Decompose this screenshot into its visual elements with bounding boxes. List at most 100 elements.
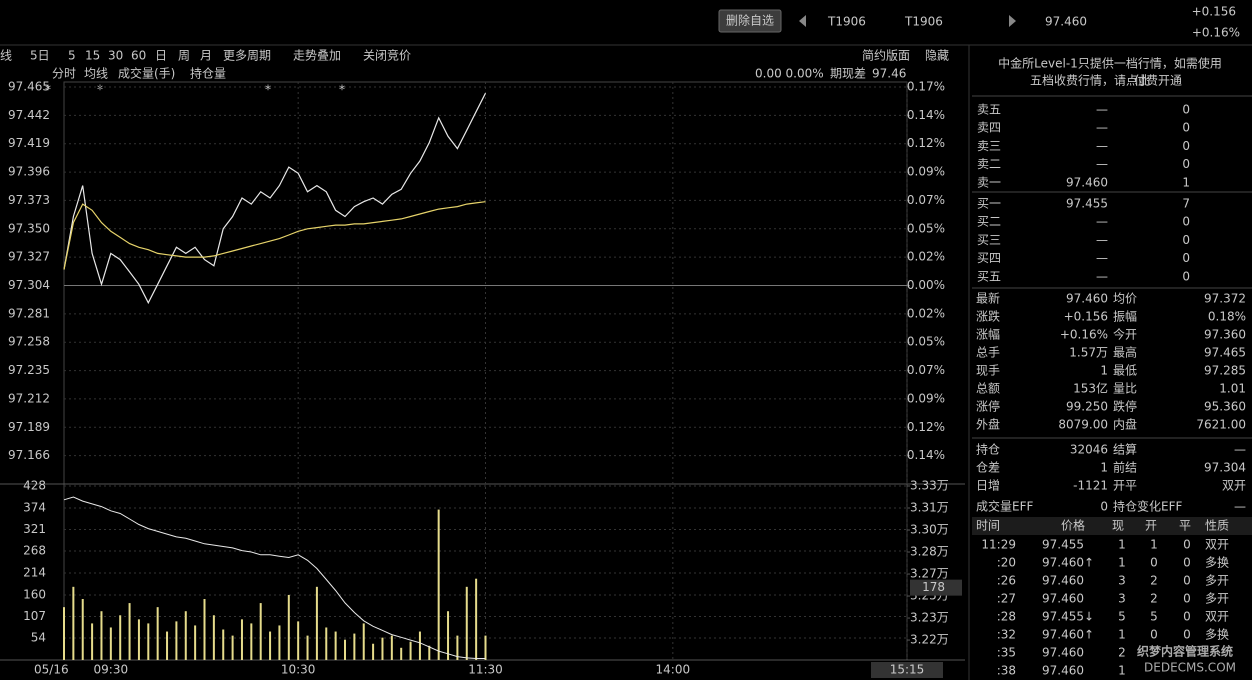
event-marker[interactable]: *: [45, 83, 51, 97]
toolbar-item[interactable]: 60: [131, 49, 146, 63]
volume-bar: [63, 607, 65, 660]
volume-bar: [203, 599, 206, 660]
notice-link[interactable]: 付费开通: [1134, 74, 1182, 88]
stat-value: 97.372: [1204, 292, 1246, 306]
trade-cell: 2: [1118, 646, 1126, 660]
stat-label: 现手: [976, 364, 1000, 378]
y2-tick-label: 0.12%: [907, 420, 945, 434]
trades-header: 性质: [1205, 519, 1229, 533]
volume-bar: [447, 611, 450, 660]
book-label: 买三: [977, 233, 1001, 247]
y-tick-label: 374: [23, 500, 46, 514]
volume-bar: [175, 621, 178, 660]
toolbar-item[interactable]: 30: [108, 49, 123, 63]
toolbar-item[interactable]: 周: [178, 49, 190, 63]
trade-cell: 1: [1118, 628, 1126, 642]
toolbar-item[interactable]: 5: [68, 49, 76, 63]
trade-cell: 2: [1150, 592, 1158, 606]
delete-watchlist-button[interactable]: [718, 9, 782, 33]
event-marker[interactable]: *: [339, 83, 345, 97]
volume-bar: [465, 586, 468, 660]
prev-arrow[interactable]: [799, 15, 806, 27]
trade-cell: 0: [1183, 592, 1191, 606]
y2-tick-label: 0.00%: [907, 278, 945, 292]
book-label: 卖三: [977, 139, 1001, 153]
book-volume: 0: [1182, 157, 1190, 171]
y2-tick-label: 3.23万: [910, 611, 949, 625]
book-volume: 0: [1182, 233, 1190, 247]
toolbar-item[interactable]: 15: [85, 49, 100, 63]
position-value: 1: [1100, 461, 1108, 475]
volume-bar: [212, 615, 215, 660]
trade-cell: 1: [1150, 538, 1158, 552]
toolbar-item[interactable]: 5日: [30, 49, 50, 63]
x-tick-label: 15:15: [890, 663, 925, 677]
toolbar-item[interactable]: 隐藏: [925, 49, 949, 63]
y-tick-label: 428: [23, 479, 46, 493]
chart-tab[interactable]: 分时: [52, 67, 76, 81]
basis-label: 期现差: [830, 67, 866, 81]
toolbar-item[interactable]: 日: [155, 49, 167, 63]
y2-tick-label: 0.05%: [907, 335, 945, 349]
volume-bar: [418, 631, 421, 660]
stat-value: 1.01: [1219, 382, 1246, 396]
chart-tab[interactable]: 均线: [84, 67, 108, 81]
basis-value: 97.46: [872, 67, 906, 81]
toolbar-item[interactable]: 月: [200, 49, 212, 63]
stat-value: +0.16%: [1060, 328, 1108, 342]
event-marker[interactable]: *: [265, 83, 271, 97]
volume-bar: [278, 625, 281, 660]
volume-bar: [344, 639, 346, 660]
stat-value: 8079.00: [1058, 418, 1108, 432]
trade-cell: 0: [1183, 538, 1191, 552]
trade-cell: :28: [997, 610, 1016, 624]
volume-bar: [100, 611, 103, 660]
chart-tab[interactable]: 持仓量: [190, 66, 226, 81]
change-pct: +0.16%: [1192, 26, 1240, 40]
position-value: 32046: [1070, 443, 1108, 457]
volume-bar: [362, 623, 365, 660]
chart-tab[interactable]: 成交量(手): [118, 66, 175, 81]
stat-label: 振幅: [1113, 309, 1137, 324]
next-arrow[interactable]: [1009, 15, 1016, 27]
cursor-box: [910, 579, 962, 596]
toolbar-item[interactable]: 线: [0, 49, 12, 63]
notice: 中金所Level-1只提供一档行情，如需使用: [998, 56, 1222, 71]
trades-header: 时间: [976, 519, 1000, 533]
stat-value: +0.156: [1064, 310, 1108, 324]
trade-cell: :32: [997, 628, 1016, 642]
toolbar-item[interactable]: 更多周期: [223, 49, 271, 63]
button-label[interactable]: 删除自选: [726, 13, 774, 28]
book-volume: 0: [1182, 139, 1190, 153]
stat-value: 7621.00: [1196, 418, 1246, 432]
cursor-label: 178: [922, 580, 945, 594]
trade-cell: :20: [997, 556, 1016, 570]
trades-header: 现: [1112, 519, 1124, 533]
y-tick-label: 268: [23, 544, 46, 558]
volume-bar: [437, 509, 440, 660]
y-tick-label: 97.419: [8, 136, 50, 150]
y2-tick-label: 0.17%: [907, 80, 945, 94]
basis-values: 0.00 0.00%: [755, 67, 824, 81]
trade-cell: 3: [1118, 592, 1126, 606]
toolbar-item[interactable]: 走势叠加: [293, 49, 341, 63]
stat-value: 0.18%: [1208, 310, 1246, 324]
book-price: —: [1096, 157, 1108, 171]
y2-tick-label: 3.33万: [910, 479, 949, 493]
stat-value: 97.460: [1066, 292, 1108, 306]
volume-bar: [137, 619, 140, 660]
volume-bar: [334, 631, 337, 660]
toolbar-item[interactable]: 关闭竞价: [363, 49, 411, 63]
y2-tick-label: 0.02%: [907, 306, 945, 320]
trade-cell: 1: [1118, 664, 1126, 678]
y-tick-label: 97.396: [8, 165, 50, 179]
toolbar-item[interactable]: 简约版面: [862, 48, 910, 63]
book-price: —: [1096, 269, 1108, 283]
y-tick-label: 97.373: [8, 193, 50, 207]
volume-bar: [325, 627, 328, 660]
volume-bar: [409, 641, 412, 660]
position-label: 开平: [1113, 479, 1137, 493]
position-label: 成交量EFF: [976, 499, 1033, 514]
event-marker[interactable]: *: [97, 83, 103, 97]
